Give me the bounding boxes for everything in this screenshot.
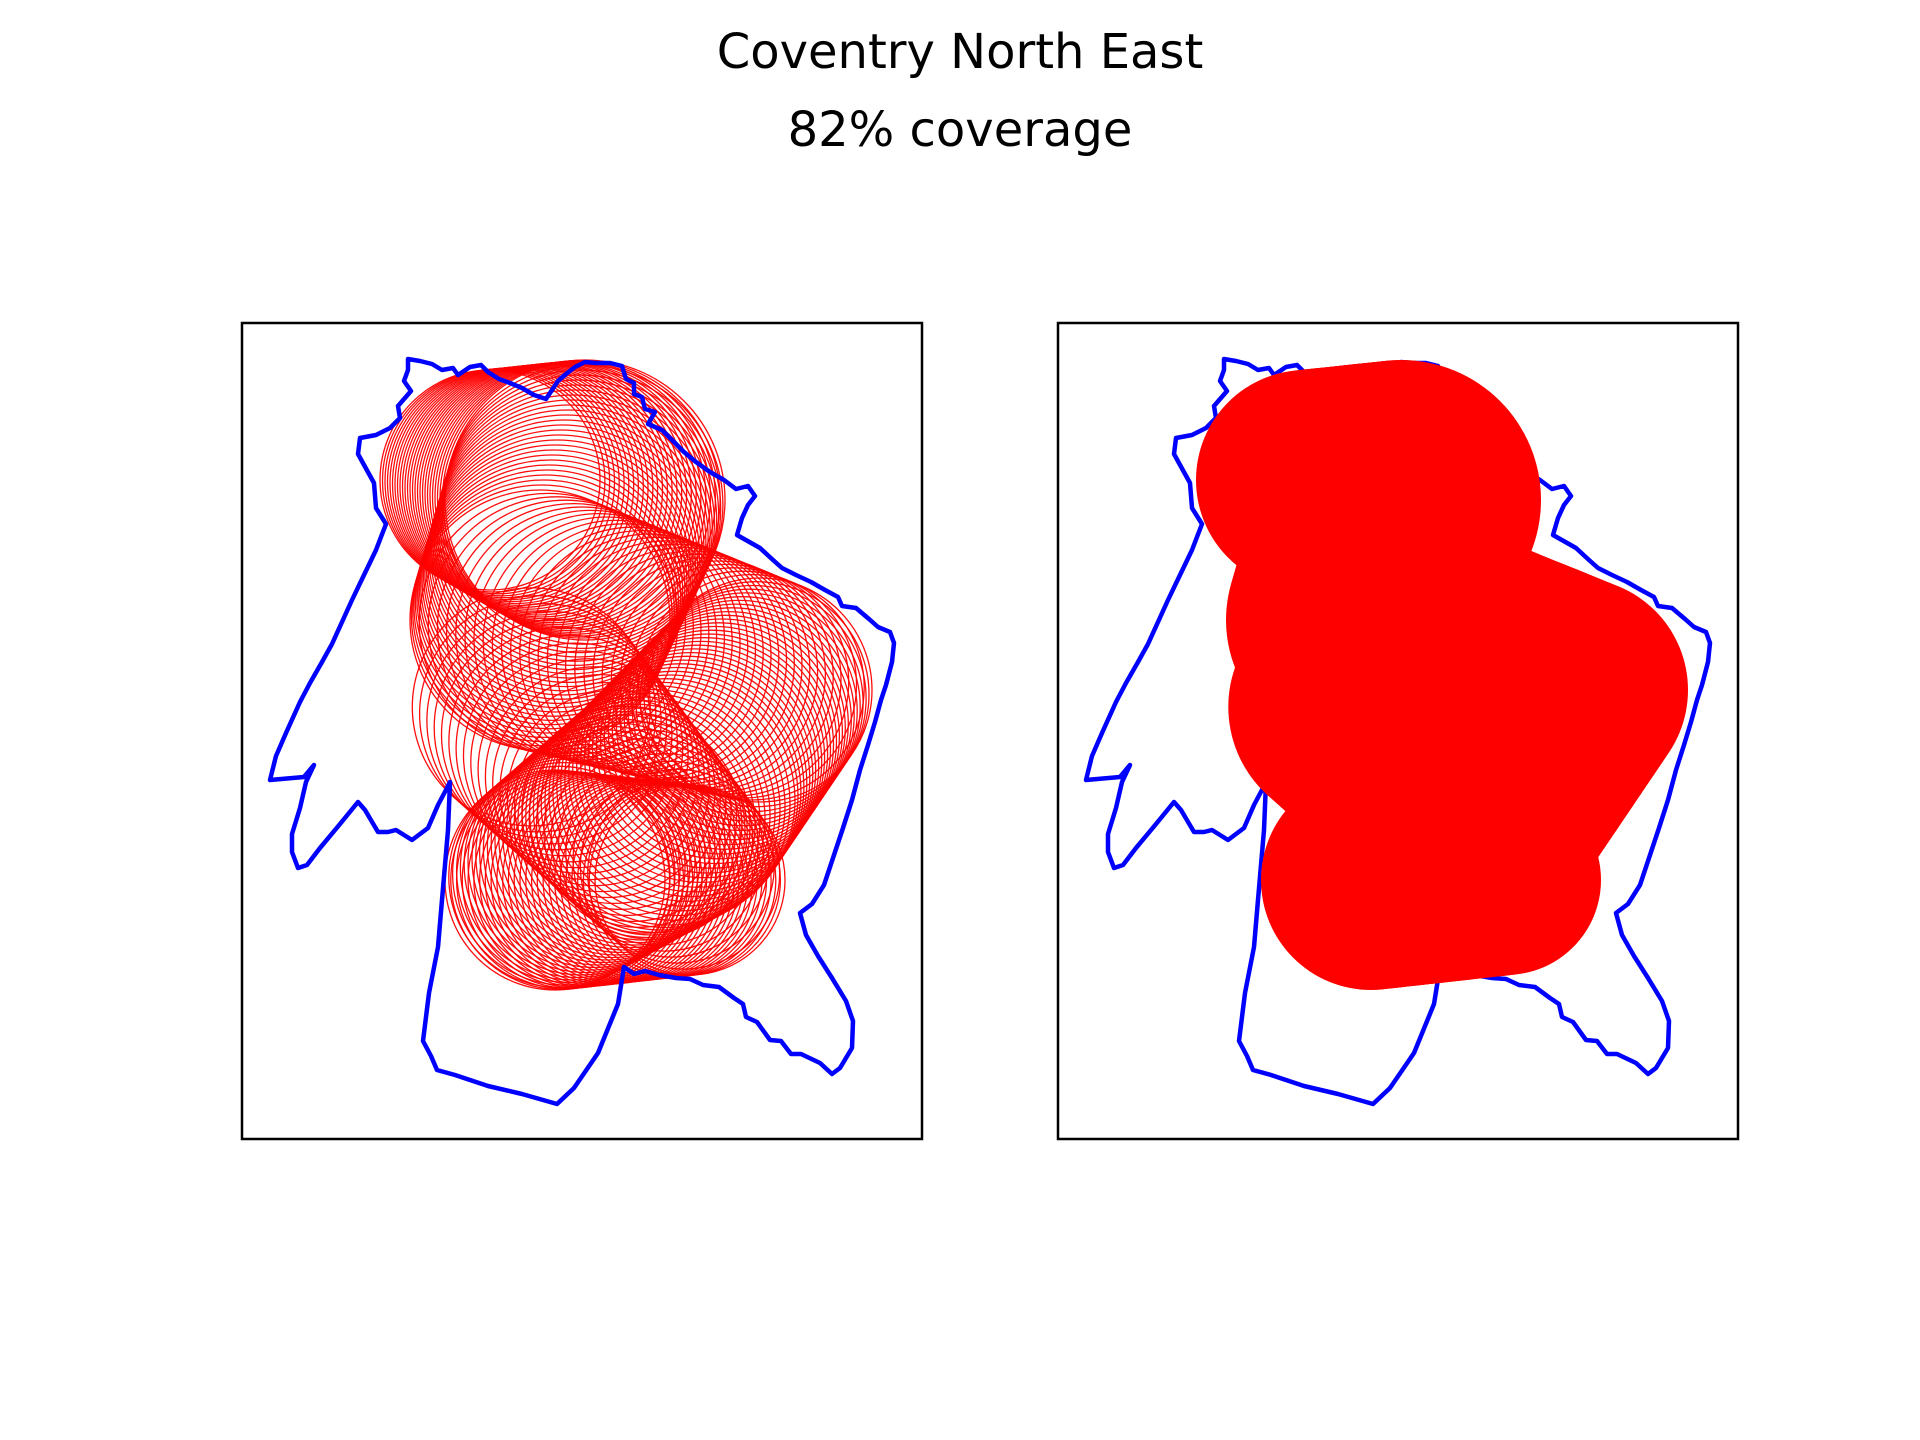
coverage-circle xyxy=(499,681,716,899)
coverage-circle xyxy=(579,768,775,964)
coverage-circle xyxy=(572,760,770,958)
coverage-circle xyxy=(491,519,741,769)
left-panel-frame xyxy=(240,321,924,1141)
coverage-circle xyxy=(521,705,732,917)
coverage-circle xyxy=(467,747,696,976)
coverage-circle xyxy=(486,729,721,964)
coverage-circle xyxy=(535,721,743,928)
coverage-circle xyxy=(583,637,826,879)
coverage-circle xyxy=(565,752,765,952)
coverage-circle xyxy=(416,464,682,730)
coverage-circle xyxy=(475,740,706,971)
coverage-circle xyxy=(496,774,708,986)
coverage-circle xyxy=(513,697,727,911)
coverage-circle xyxy=(492,673,711,893)
coverage-circle xyxy=(473,772,689,988)
circle-outline-panel xyxy=(240,321,924,1141)
coverage-circle xyxy=(548,670,799,921)
coverage-circle xyxy=(462,642,689,869)
coverage-circle xyxy=(484,773,698,987)
coverage-circle xyxy=(428,419,701,692)
coverage-circle xyxy=(461,771,680,989)
coverage-circle xyxy=(550,737,754,940)
coverage-circle xyxy=(611,610,846,846)
coverage-filled-panel xyxy=(1056,321,1740,1141)
coverage-circle xyxy=(619,603,852,836)
coverage-fill-circle xyxy=(1228,587,1467,826)
coverage-circle xyxy=(433,610,668,845)
coverage-circle xyxy=(411,587,651,827)
coverage-circle xyxy=(639,584,867,813)
coverage-circle xyxy=(536,778,740,982)
coverage-union-fill xyxy=(1196,360,1688,990)
coverage-circle xyxy=(525,777,731,983)
coverage-circle xyxy=(440,618,673,851)
coverage-circle xyxy=(615,607,849,841)
coverage-subtitle: 82% coverage xyxy=(787,102,1133,158)
coverage-circle xyxy=(528,713,738,923)
coverage-circle xyxy=(490,773,703,987)
coverage-circle xyxy=(450,769,671,991)
coverage-circle xyxy=(470,650,695,875)
coverage-circle xyxy=(426,603,662,839)
coverage-circle xyxy=(506,689,721,905)
figure-title: Coventry North East xyxy=(716,24,1204,80)
coverage-circle xyxy=(572,648,817,893)
coverage-circle xyxy=(484,666,705,887)
coverage-circle xyxy=(591,629,832,869)
coverage-circle xyxy=(477,658,700,881)
coverage-circle xyxy=(426,424,699,696)
coverage-circle xyxy=(540,678,791,929)
coverage-circle xyxy=(425,429,697,700)
coverage-circle-outlines xyxy=(379,359,873,991)
coverage-circle xyxy=(440,374,720,654)
coverage-circle xyxy=(459,754,686,981)
coverage-circle xyxy=(455,634,684,863)
right-panel-frame xyxy=(1056,321,1740,1141)
coverage-circle xyxy=(418,595,657,833)
coverage-circle xyxy=(448,626,678,857)
coverage-circle xyxy=(412,479,675,743)
coverage-circle xyxy=(441,369,722,650)
